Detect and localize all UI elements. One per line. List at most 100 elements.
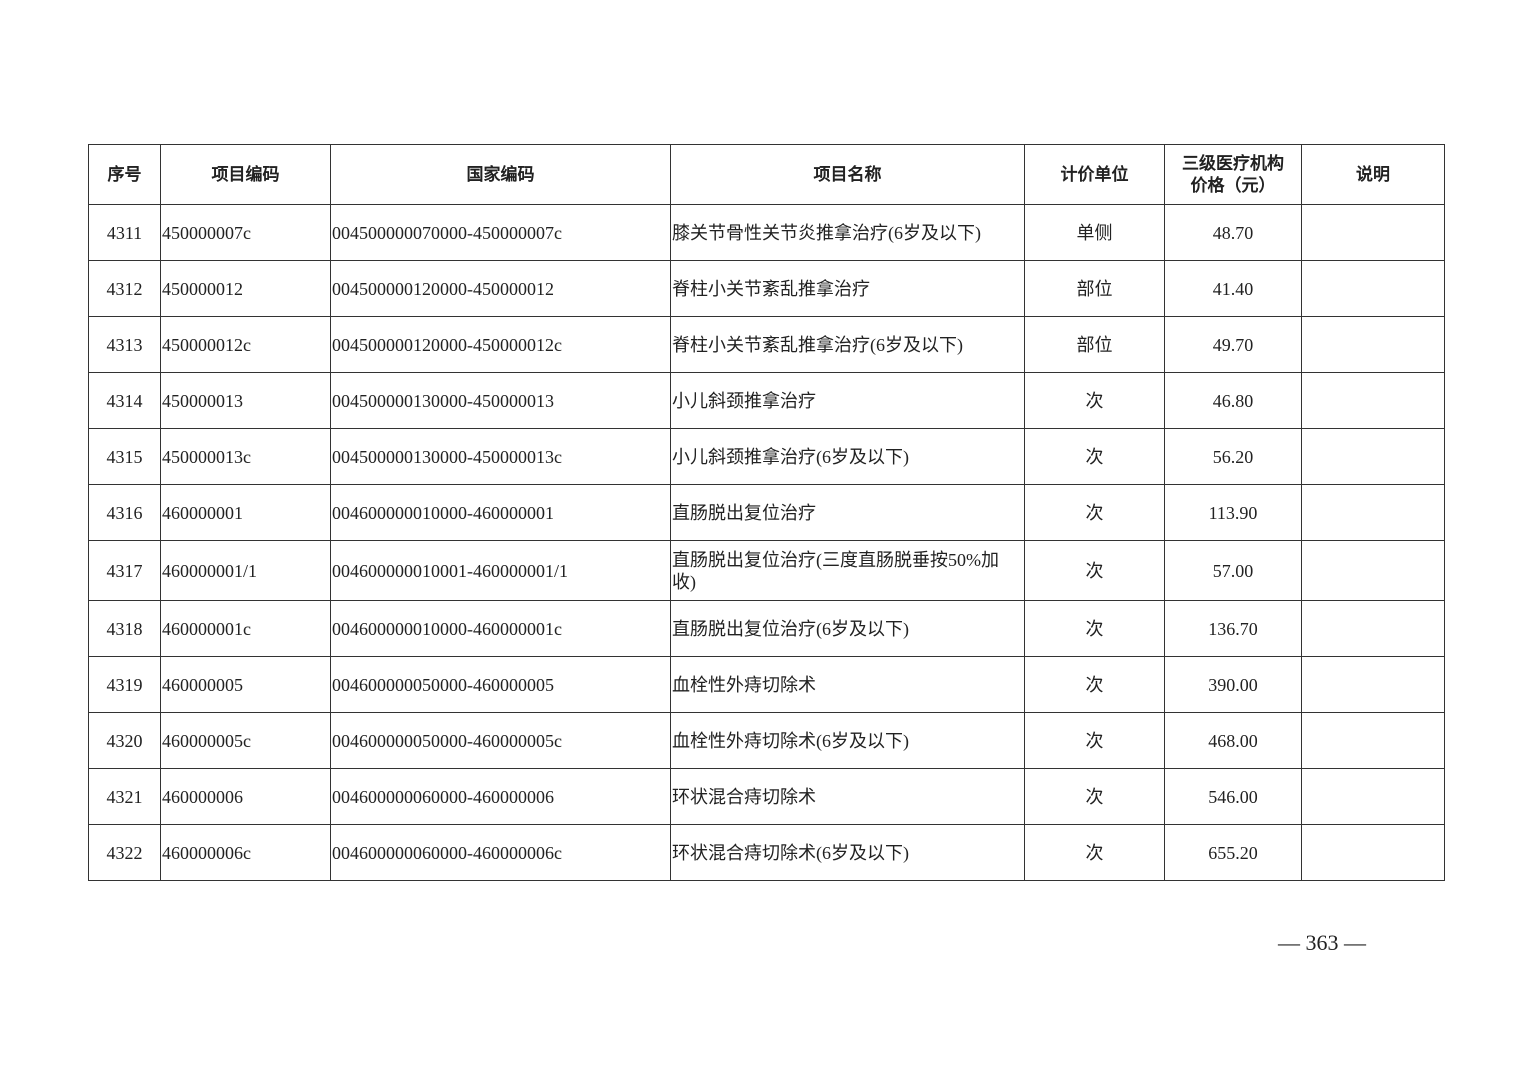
cell-index: 4316 bbox=[88, 484, 161, 541]
cell-item-name: 环状混合痔切除术(6岁及以下) bbox=[670, 824, 1025, 881]
table-row: 4317 460000001/1 004600000010001-460000001… bbox=[88, 540, 1445, 601]
cell-notes bbox=[1301, 372, 1445, 429]
cell-item-code: 450000012c bbox=[160, 316, 331, 373]
cell-item-code: 460000006c bbox=[160, 824, 331, 881]
cell-national-code: 004500000130000-450000013 bbox=[330, 372, 671, 429]
cell-index: 4313 bbox=[88, 316, 161, 373]
cell-item-name: 直肠脱出复位治疗 bbox=[670, 484, 1025, 541]
table-row: 4312 450000012 004500000120000-450000012 脊柱… bbox=[88, 260, 1445, 317]
cell-notes bbox=[1301, 260, 1445, 317]
cell-price: 49.70 bbox=[1164, 316, 1302, 373]
cell-price: 655.20 bbox=[1164, 824, 1302, 881]
cell-unit: 次 bbox=[1024, 824, 1165, 881]
cell-price: 46.80 bbox=[1164, 372, 1302, 429]
header-price-line1: 三级医疗机构 bbox=[1182, 153, 1284, 174]
header-national-code: 国家编码 bbox=[330, 144, 671, 205]
cell-item-name: 脊柱小关节紊乱推拿治疗 bbox=[670, 260, 1025, 317]
cell-notes bbox=[1301, 428, 1445, 485]
cell-unit: 次 bbox=[1024, 600, 1165, 657]
cell-notes bbox=[1301, 204, 1445, 261]
cell-item-name: 直肠脱出复位治疗(三度直肠脱垂按50%加收) bbox=[670, 540, 1025, 601]
cell-item-code: 450000013 bbox=[160, 372, 331, 429]
cell-item-name: 血栓性外痔切除术(6岁及以下) bbox=[670, 712, 1025, 769]
cell-index: 4314 bbox=[88, 372, 161, 429]
cell-index: 4311 bbox=[88, 204, 161, 261]
page-number: — 363 — bbox=[1278, 930, 1366, 955]
table-row: 4318 460000001c 004600000010000-460000001c… bbox=[88, 600, 1445, 657]
cell-price: 48.70 bbox=[1164, 204, 1302, 261]
cell-item-name: 小儿斜颈推拿治疗 bbox=[670, 372, 1025, 429]
cell-index: 4321 bbox=[88, 768, 161, 825]
cell-unit: 单侧 bbox=[1024, 204, 1165, 261]
cell-index: 4318 bbox=[88, 600, 161, 657]
header-price-line2: 价格（元） bbox=[1190, 175, 1276, 196]
cell-item-name: 血栓性外痔切除术 bbox=[670, 656, 1025, 713]
cell-national-code: 004600000050000-460000005 bbox=[330, 656, 671, 713]
table-row: 4315 450000013c 004500000130000-450000013c… bbox=[88, 428, 1445, 485]
header-price: 三级医疗机构 价格（元） bbox=[1164, 144, 1302, 205]
header-notes: 说明 bbox=[1301, 144, 1445, 205]
cell-national-code: 004600000060000-460000006 bbox=[330, 768, 671, 825]
cell-item-code: 450000012 bbox=[160, 260, 331, 317]
cell-notes bbox=[1301, 712, 1445, 769]
cell-national-code: 004600000010000-460000001c bbox=[330, 600, 671, 657]
cell-notes bbox=[1301, 484, 1445, 541]
table-row: 4313 450000012c 004500000120000-450000012c… bbox=[88, 316, 1445, 373]
header-item-name: 项目名称 bbox=[670, 144, 1025, 205]
cell-unit: 次 bbox=[1024, 484, 1165, 541]
cell-notes bbox=[1301, 656, 1445, 713]
table-row: 4311 450000007c 004500000070000-450000007c… bbox=[88, 204, 1445, 261]
cell-index: 4312 bbox=[88, 260, 161, 317]
header-unit: 计价单位 bbox=[1024, 144, 1165, 205]
cell-national-code: 004600000010001-460000001/1 bbox=[330, 540, 671, 601]
header-index: 序号 bbox=[88, 144, 161, 205]
cell-item-name: 小儿斜颈推拿治疗(6岁及以下) bbox=[670, 428, 1025, 485]
cell-notes bbox=[1301, 824, 1445, 881]
cell-price: 468.00 bbox=[1164, 712, 1302, 769]
cell-item-code: 460000001 bbox=[160, 484, 331, 541]
cell-price: 136.70 bbox=[1164, 600, 1302, 657]
table-row: 4321 460000006 004600000060000-460000006 环状… bbox=[88, 768, 1445, 825]
cell-notes bbox=[1301, 316, 1445, 373]
cell-national-code: 004500000120000-450000012c bbox=[330, 316, 671, 373]
table-row: 4314 450000013 004500000130000-450000013 小儿… bbox=[88, 372, 1445, 429]
cell-item-name: 直肠脱出复位治疗(6岁及以下) bbox=[670, 600, 1025, 657]
cell-unit: 次 bbox=[1024, 656, 1165, 713]
cell-price: 390.00 bbox=[1164, 656, 1302, 713]
cell-item-code: 460000006 bbox=[160, 768, 331, 825]
cell-item-name: 膝关节骨性关节炎推拿治疗(6岁及以下) bbox=[670, 204, 1025, 261]
cell-unit: 部位 bbox=[1024, 316, 1165, 373]
cell-item-code: 450000007c bbox=[160, 204, 331, 261]
cell-index: 4320 bbox=[88, 712, 161, 769]
cell-item-code: 460000005 bbox=[160, 656, 331, 713]
cell-price: 57.00 bbox=[1164, 540, 1302, 601]
table-row: 4322 460000006c 004600000060000-460000006c… bbox=[88, 824, 1445, 881]
cell-notes bbox=[1301, 540, 1445, 601]
cell-price: 113.90 bbox=[1164, 484, 1302, 541]
table-row: 4319 460000005 004600000050000-460000005 血栓… bbox=[88, 656, 1445, 713]
cell-price: 56.20 bbox=[1164, 428, 1302, 485]
cell-index: 4315 bbox=[88, 428, 161, 485]
cell-price: 546.00 bbox=[1164, 768, 1302, 825]
price-table: 序号 项目编码 国家编码 项目名称 计价单位 三级医疗机构 价格（元） 说明 43… bbox=[88, 144, 1445, 881]
cell-national-code: 004500000130000-450000013c bbox=[330, 428, 671, 485]
cell-item-code: 450000013c bbox=[160, 428, 331, 485]
cell-unit: 次 bbox=[1024, 372, 1165, 429]
cell-item-name: 脊柱小关节紊乱推拿治疗(6岁及以下) bbox=[670, 316, 1025, 373]
cell-index: 4317 bbox=[88, 540, 161, 601]
cell-national-code: 004500000070000-450000007c bbox=[330, 204, 671, 261]
cell-notes bbox=[1301, 600, 1445, 657]
cell-unit: 次 bbox=[1024, 540, 1165, 601]
cell-national-code: 004600000010000-460000001 bbox=[330, 484, 671, 541]
cell-index: 4319 bbox=[88, 656, 161, 713]
cell-price: 41.40 bbox=[1164, 260, 1302, 317]
cell-unit: 次 bbox=[1024, 712, 1165, 769]
cell-index: 4322 bbox=[88, 824, 161, 881]
header-item-code: 项目编码 bbox=[160, 144, 331, 205]
cell-item-code: 460000001/1 bbox=[160, 540, 331, 601]
cell-item-name: 环状混合痔切除术 bbox=[670, 768, 1025, 825]
table-row: 4320 460000005c 004600000050000-460000005c… bbox=[88, 712, 1445, 769]
cell-national-code: 004600000050000-460000005c bbox=[330, 712, 671, 769]
cell-item-code: 460000005c bbox=[160, 712, 331, 769]
cell-unit: 次 bbox=[1024, 768, 1165, 825]
